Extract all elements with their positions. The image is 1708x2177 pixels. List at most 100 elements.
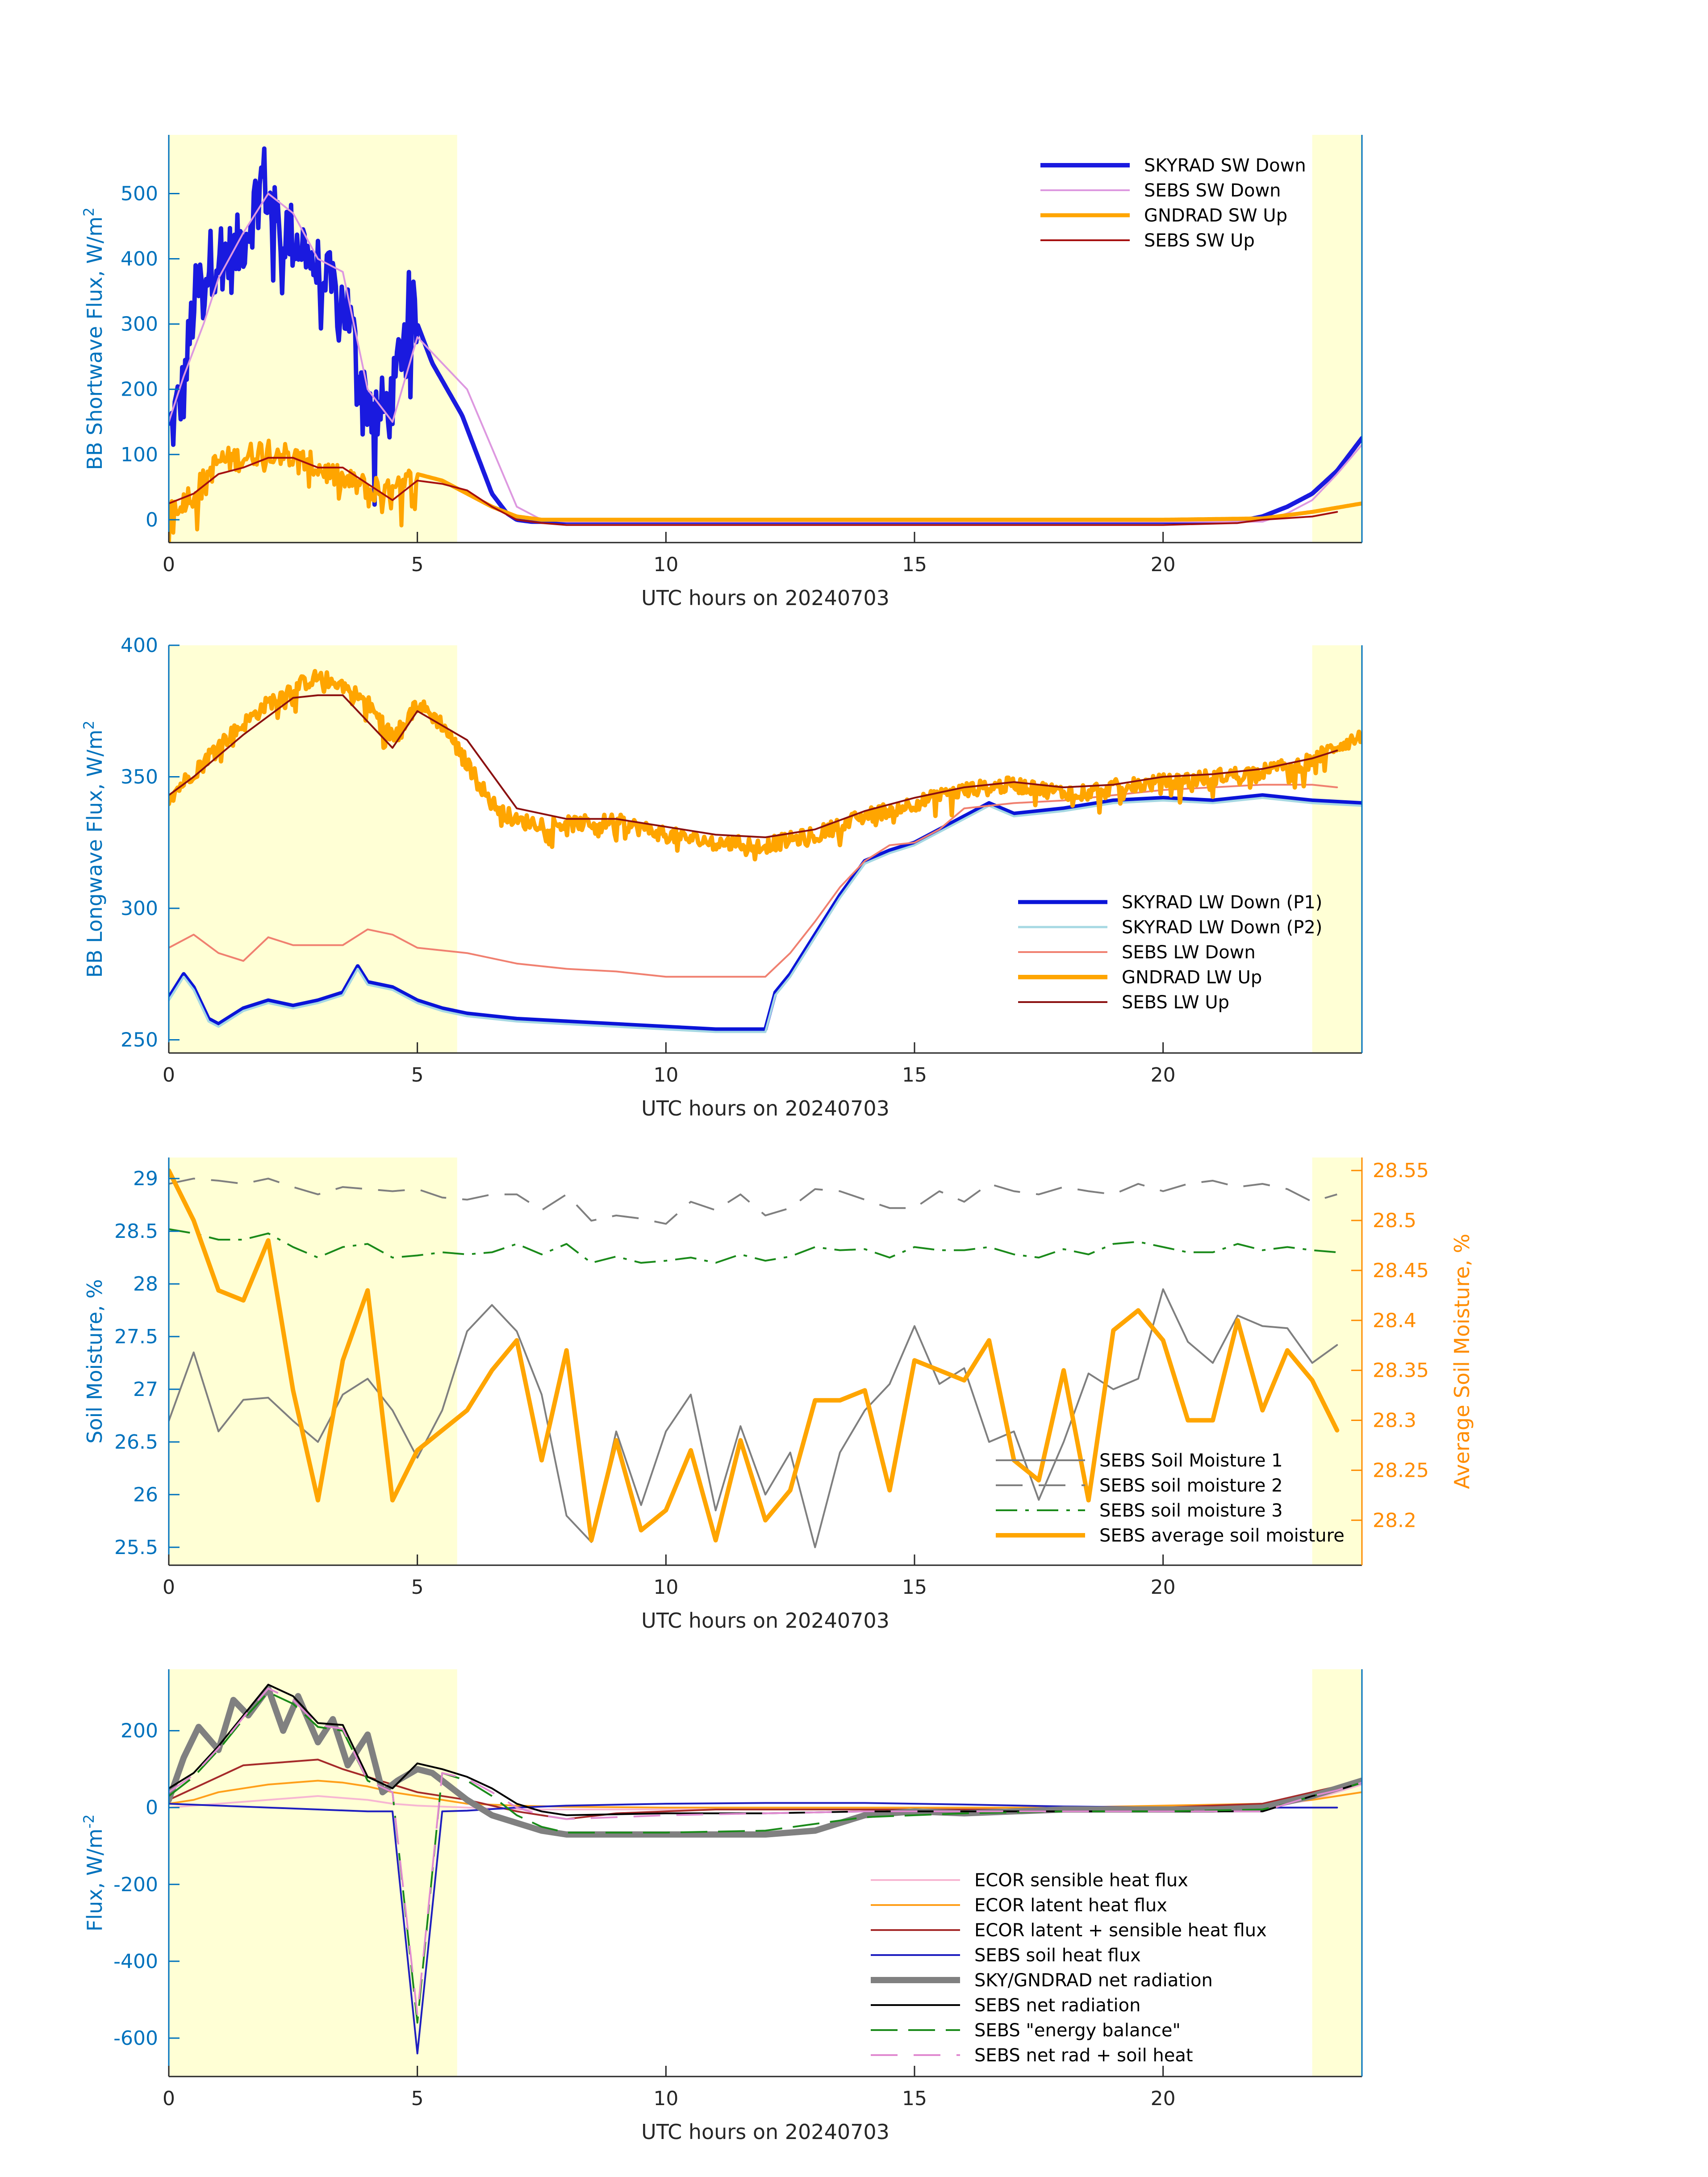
x-tick-label: 10: [653, 2087, 678, 2110]
x-tick-label: 10: [653, 1064, 678, 1086]
y-right-axis-label: Average Soil Moisture, %: [1450, 1234, 1474, 1489]
legend-label: SEBS LW Down: [1122, 942, 1256, 963]
x-tick-label: 20: [1151, 2087, 1176, 2110]
series-line: [169, 457, 1338, 526]
y-axis-label: Flux, W/m-2: [80, 1814, 107, 1932]
legend-label: SEBS soil heat flux: [974, 1945, 1141, 1966]
y-tick-label: 27.5: [114, 1325, 158, 1348]
x-tick-label: 5: [411, 1576, 424, 1599]
x-tick-label: 5: [411, 1064, 424, 1086]
series-line: [169, 1685, 1362, 1838]
legend-label: SKY/GNDRAD net radiation: [974, 1970, 1213, 1991]
y-tick-label: 400: [121, 248, 158, 271]
y-tick-label: 26.5: [114, 1431, 158, 1454]
legend: SKYRAD SW Down SEBS SW Down GNDRAD SW Up SE…: [1040, 155, 1306, 251]
y-tick-label: 100: [121, 443, 158, 466]
y-right-tick-label: 28.55: [1373, 1159, 1429, 1182]
series-line: [169, 1228, 1337, 1264]
legend-label: SEBS soil moisture 3: [1099, 1500, 1283, 1521]
series-line: [169, 1688, 1362, 2016]
x-tick-label: 10: [653, 1576, 678, 1599]
y-tick-label: 29: [133, 1167, 158, 1190]
y-tick-label: 200: [121, 378, 158, 401]
x-tick-label: 20: [1151, 1064, 1176, 1086]
legend-label: SKYRAD LW Down (P1): [1122, 892, 1322, 913]
y-right-tick-label: 28.35: [1373, 1359, 1429, 1382]
x-axis-label: UTC hours on 20240703: [641, 1609, 889, 1633]
y-tick-label: 500: [121, 182, 158, 205]
x-tick-label: 0: [163, 553, 175, 576]
y-tick-label: 250: [121, 1029, 158, 1052]
y-axis-label: BB Shortwave Flux, W/m2: [80, 207, 107, 470]
legend-label: ECOR latent + sensible heat flux: [974, 1920, 1267, 1941]
x-tick-label: 20: [1151, 553, 1176, 576]
series-line: [169, 1288, 1338, 1548]
y-tick-label: 28.5: [114, 1220, 158, 1243]
legend: SEBS Soil Moisture 1 SEBS soil moisture 2…: [996, 1450, 1345, 1546]
series-line: [169, 1691, 1362, 2024]
x-tick-label: 20: [1151, 1576, 1176, 1599]
panel-energy-flux: 0 5 10 15 20 -600 -400 -200 0 200 UTC hours on 202…: [80, 1669, 1363, 2144]
shaded-region: [1312, 135, 1362, 543]
y-tick-label: 25.5: [114, 1536, 158, 1559]
y-right-tick-label: 28.25: [1373, 1459, 1429, 1482]
y-tick-label: 300: [121, 897, 158, 920]
y-tick-label: 27: [133, 1378, 158, 1401]
y-right-tick-label: 28.5: [1373, 1209, 1416, 1232]
panel-longwave: 0 5 10 15 20 250 300 350 400 UTC hours on 2024070…: [80, 634, 1363, 1120]
legend-label: ECOR sensible heat flux: [974, 1870, 1188, 1891]
shaded-region: [1312, 1669, 1362, 2077]
y-tick-label: 400: [121, 634, 158, 657]
series-line: [169, 439, 1362, 543]
shaded-region: [1312, 1157, 1362, 1565]
series-line: [169, 797, 1362, 1033]
x-axis-label: UTC hours on 20240703: [641, 2120, 889, 2144]
x-axis-label: UTC hours on 20240703: [641, 586, 889, 610]
x-tick-label: 0: [163, 1576, 175, 1599]
legend-label: SEBS "energy balance": [974, 2020, 1181, 2041]
shaded-region: [169, 1157, 457, 1565]
legend-label: SEBS Soil Moisture 1: [1099, 1450, 1283, 1471]
y-tick-label: -400: [113, 1950, 158, 1973]
x-tick-label: 15: [902, 553, 927, 576]
y-tick-label: 28: [133, 1273, 158, 1295]
legend-label: SKYRAD SW Down: [1144, 155, 1306, 176]
series-line: [169, 793, 1362, 1032]
y-right-tick-label: 28.45: [1373, 1259, 1429, 1282]
x-tick-label: 15: [902, 1064, 927, 1086]
x-tick-label: 0: [163, 2087, 175, 2110]
x-tick-label: 10: [653, 553, 678, 576]
shaded-region: [1312, 645, 1362, 1053]
y-tick-label: -600: [113, 2027, 158, 2050]
y-tick-label: 0: [146, 1797, 158, 1819]
x-tick-label: 5: [411, 553, 424, 576]
legend: ECOR sensible heat flux ECOR latent heat …: [871, 1870, 1267, 2066]
x-tick-label: 15: [902, 1576, 927, 1599]
legend-label: GNDRAD LW Up: [1122, 967, 1262, 988]
legend-label: SEBS soil moisture 2: [1099, 1475, 1283, 1496]
y-tick-label: 350: [121, 766, 158, 789]
x-tick-label: 0: [163, 1064, 175, 1086]
y-tick-label: 26: [133, 1483, 158, 1506]
y-right-tick-label: 28.3: [1373, 1409, 1416, 1432]
legend-label: ECOR latent heat flux: [974, 1895, 1167, 1916]
legend: SKYRAD LW Down (P1) SKYRAD LW Down (P2) SE…: [1018, 892, 1322, 1013]
series-line: [169, 1178, 1337, 1225]
x-tick-label: 5: [411, 2087, 424, 2110]
panel-soil-moisture: 0 5 10 15 20 25.5 26 26.5 27 27.5 28 28.5 29 28.2 28.2…: [83, 1157, 1474, 1633]
legend-label: SEBS SW Down: [1144, 180, 1281, 201]
legend-label: SEBS SW Up: [1144, 230, 1255, 251]
legend-label: SEBS net rad + soil heat: [974, 2045, 1193, 2066]
series-line: [169, 192, 1362, 523]
y-axis-label: BB Longwave Flux, W/m2: [80, 720, 107, 978]
legend-label: SEBS net radiation: [974, 1995, 1140, 2016]
legend-label: GNDRAD SW Up: [1144, 205, 1287, 226]
legend-label: SEBS average soil moisture: [1099, 1525, 1345, 1546]
y-tick-label: -200: [113, 1873, 158, 1896]
x-axis-label: UTC hours on 20240703: [641, 1096, 889, 1120]
legend-label: SEBS LW Up: [1122, 992, 1229, 1013]
legend-label: SKYRAD LW Down (P2): [1122, 917, 1322, 938]
series-line: [169, 1168, 1340, 1543]
